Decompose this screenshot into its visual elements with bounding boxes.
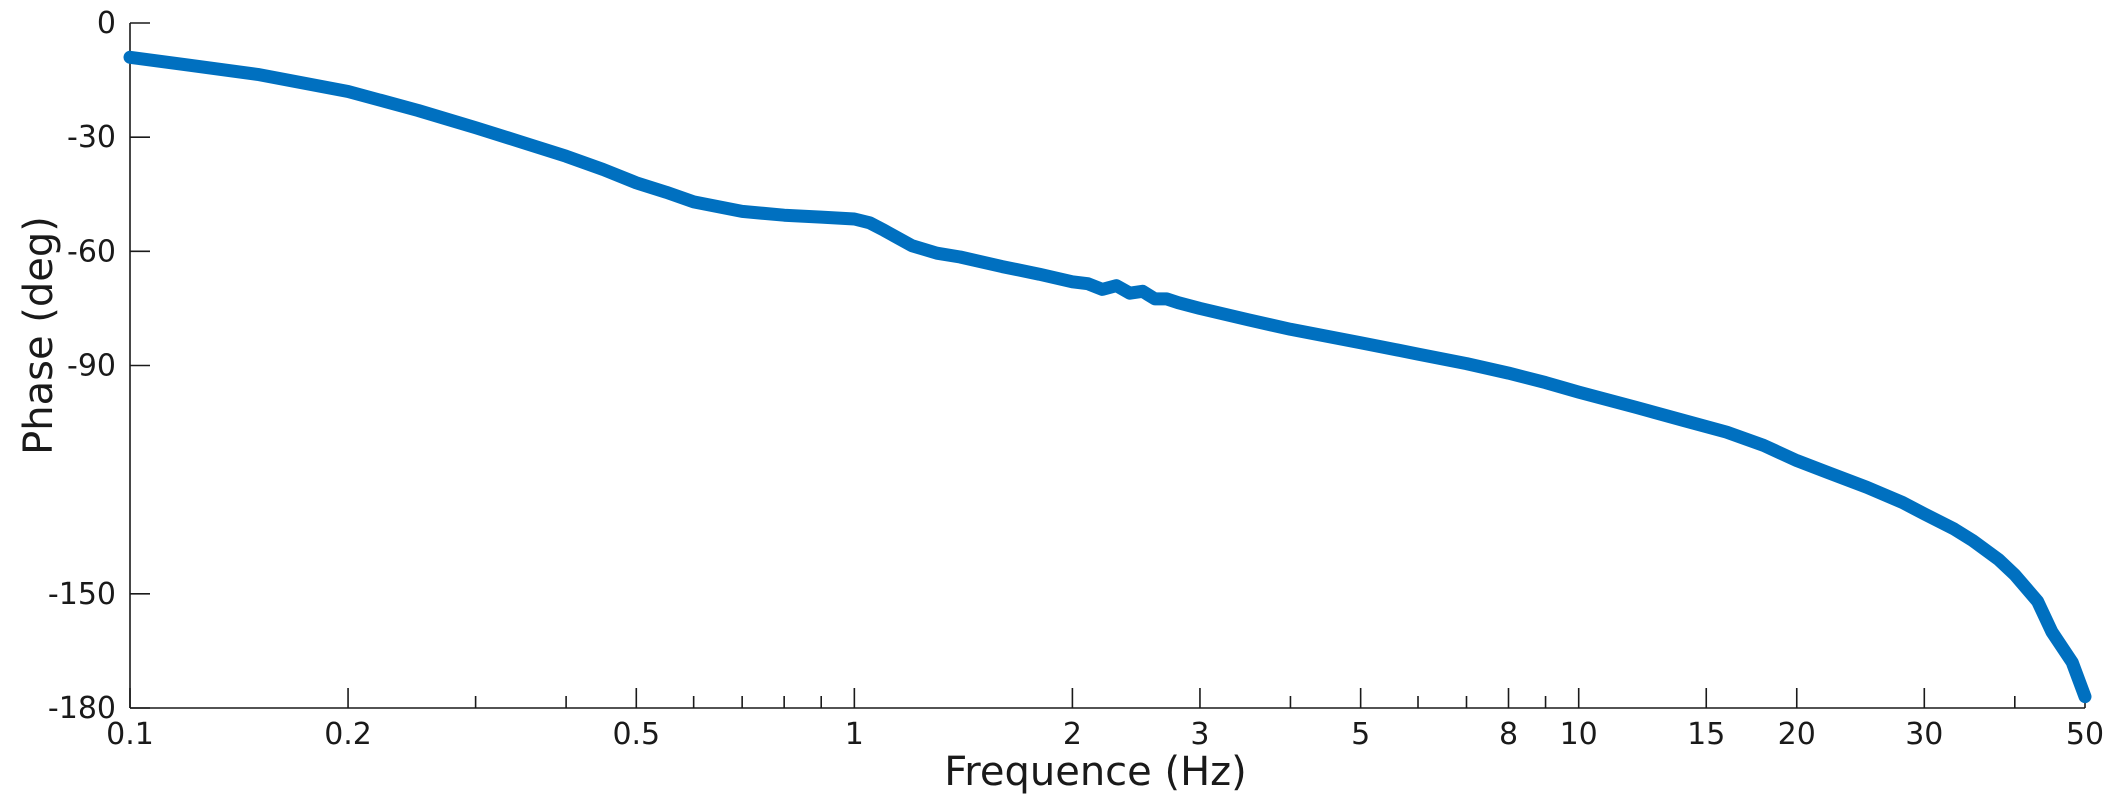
series-layer bbox=[123, 50, 2092, 704]
x-tick-label: 0.5 bbox=[612, 717, 660, 752]
y-tick-label: -150 bbox=[48, 577, 116, 612]
x-axis-title: Frequence (Hz) bbox=[944, 749, 1247, 795]
x-tick-label: 0.1 bbox=[106, 717, 154, 752]
x-tick-label: 3 bbox=[1190, 717, 1209, 752]
x-tick-label: 20 bbox=[1778, 717, 1816, 752]
x-tick-label: 15 bbox=[1687, 717, 1725, 752]
x-tick-label: 2 bbox=[1063, 717, 1082, 752]
y-tick-label: 0 bbox=[97, 6, 116, 41]
x-tick-label: 1 bbox=[845, 717, 864, 752]
x-tick-label: 30 bbox=[1905, 717, 1943, 752]
x-tick-label: 5 bbox=[1351, 717, 1370, 752]
x-tick-label: 8 bbox=[1499, 717, 1518, 752]
x-tick-label: 50 bbox=[2066, 717, 2104, 752]
y-axis-title: Phase (deg) bbox=[16, 216, 62, 455]
x-tick-label: 0.2 bbox=[324, 717, 372, 752]
y-tick-label: -180 bbox=[48, 691, 116, 726]
phase-series-line bbox=[123, 50, 2092, 704]
y-tick-label: -60 bbox=[67, 234, 116, 269]
y-tick-label: -30 bbox=[67, 120, 116, 155]
axes bbox=[129, 23, 2085, 709]
y-tick-label: -90 bbox=[67, 349, 116, 384]
x-tick-label: 10 bbox=[1560, 717, 1598, 752]
